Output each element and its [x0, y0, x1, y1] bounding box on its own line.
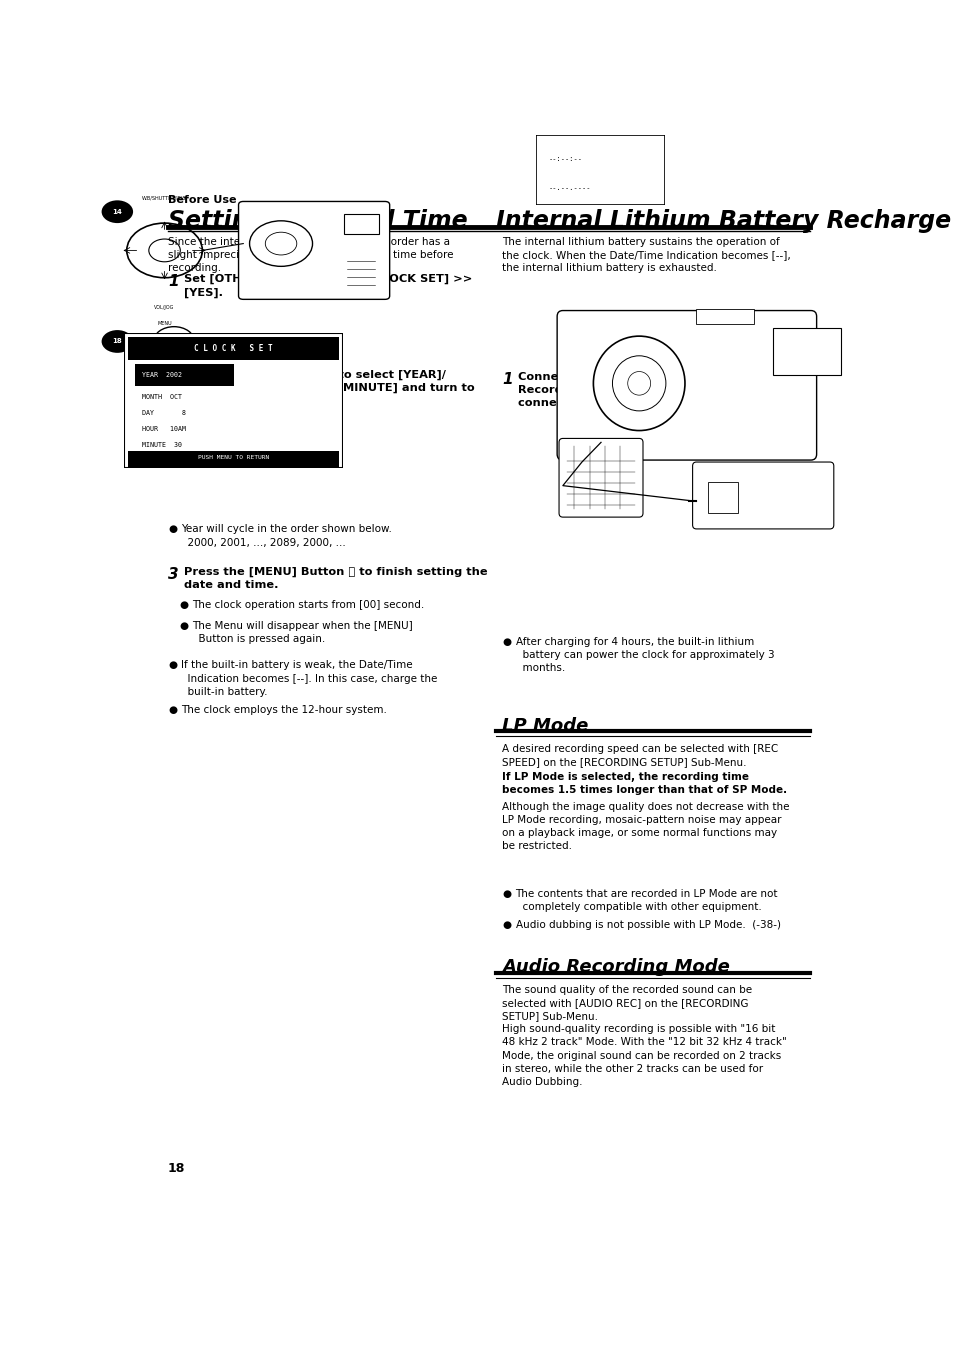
- FancyBboxPatch shape: [557, 310, 816, 460]
- Text: Before Use: Before Use: [168, 196, 236, 205]
- Text: MENU: MENU: [157, 321, 172, 326]
- FancyBboxPatch shape: [692, 461, 833, 529]
- Text: ●: ●: [501, 920, 511, 931]
- Text: VOL/JOG: VOL/JOG: [154, 305, 174, 310]
- Text: ●: ●: [168, 525, 177, 534]
- Text: The contents that are recorded in LP Mode are not
  completely compatible with o: The contents that are recorded in LP Mod…: [515, 889, 778, 912]
- Bar: [129, 337, 338, 360]
- Bar: [135, 364, 233, 386]
- Text: ●: ●: [179, 621, 188, 631]
- Text: If the built-in battery is weak, the Date/Time
  Indication becomes [--]. In thi: If the built-in battery is weak, the Dat…: [181, 661, 437, 697]
- Text: HOUR   10AM: HOUR 10AM: [141, 426, 186, 432]
- Bar: [707, 482, 738, 513]
- Text: PUSH MENU TO RETURN: PUSH MENU TO RETURN: [198, 456, 269, 460]
- Text: YEAR  2002: YEAR 2002: [141, 372, 181, 378]
- FancyBboxPatch shape: [238, 201, 389, 299]
- Text: 18: 18: [168, 1161, 185, 1175]
- Text: The sound quality of the recorded sound can be
selected with [AUDIO REC] on the : The sound quality of the recorded sound …: [501, 985, 786, 1087]
- Text: A desired recording speed can be selected with [REC
SPEED] on the [RECORDING SET: A desired recording speed can be selecte…: [501, 743, 778, 766]
- Text: 14: 14: [112, 209, 122, 214]
- Text: Since the internal clock of the Camera Recorder has a
slight imprecision, make s: Since the internal clock of the Camera R…: [168, 236, 453, 272]
- Text: MINUTE  30: MINUTE 30: [141, 442, 181, 448]
- Text: The internal lithium battery sustains the operation of
the clock. When the Date/: The internal lithium battery sustains th…: [501, 236, 790, 272]
- Text: The clock operation starts from [00] second.: The clock operation starts from [00] sec…: [193, 600, 424, 610]
- Text: Press the [PUSH] Dial ⓔ to select [YEAR]/
[MONTH]/[DAY]/[HOUR]/[MINUTE] and turn: Press the [PUSH] Dial ⓔ to select [YEAR]…: [184, 370, 475, 406]
- Text: ●: ●: [168, 661, 177, 670]
- Text: ●: ●: [168, 706, 177, 715]
- FancyBboxPatch shape: [558, 438, 642, 517]
- Text: After charging for 4 hours, the built-in lithium
  battery can power the clock f: After charging for 4 hours, the built-in…: [515, 637, 773, 673]
- Text: 1: 1: [501, 372, 513, 387]
- Text: Press the [MENU] Button ⓗ to finish setting the
date and time.: Press the [MENU] Button ⓗ to finish sett…: [184, 567, 487, 591]
- Bar: [129, 451, 338, 467]
- Text: MONTH  OCT: MONTH OCT: [141, 394, 181, 399]
- Text: W.B/SHUTTER/IRIS: W.B/SHUTTER/IRIS: [142, 196, 187, 201]
- Text: The Menu will disappear when the [MENU]
  Button is pressed again.: The Menu will disappear when the [MENU] …: [193, 621, 413, 645]
- Text: Year will cycle in the order shown below.
  2000, 2001, ..., 2089, 2000, ...: Year will cycle in the order shown below…: [181, 525, 392, 548]
- Circle shape: [101, 200, 133, 223]
- Bar: [772, 328, 841, 375]
- Text: LP Mode: LP Mode: [501, 716, 588, 735]
- Bar: [696, 309, 753, 324]
- Text: Connect the AC Adaptor to the Camera
Recorder with the power turned off and then: Connect the AC Adaptor to the Camera Rec…: [518, 372, 808, 409]
- Circle shape: [168, 337, 180, 347]
- Text: Although the image quality does not decrease with the
LP Mode recording, mosaic-: Although the image quality does not decr…: [501, 801, 789, 851]
- Text: Set [OTHER FUNCTIONS] >> [CLOCK SET] >>
[YES].: Set [OTHER FUNCTIONS] >> [CLOCK SET] >> …: [184, 274, 472, 298]
- Text: Setting Date and Time: Setting Date and Time: [168, 209, 467, 232]
- Text: 1: 1: [168, 274, 178, 289]
- Text: --:--:--: --:--:--: [549, 156, 582, 162]
- Text: --.--.----: --.--.----: [549, 185, 591, 190]
- Circle shape: [101, 331, 133, 353]
- Text: 2: 2: [168, 370, 178, 384]
- Text: If LP Mode is selected, the recording time
becomes 1.5 times longer than that of: If LP Mode is selected, the recording ti…: [501, 772, 786, 795]
- Text: ●: ●: [501, 637, 511, 646]
- Text: Audio dubbing is not possible with LP Mode.  (-38-): Audio dubbing is not possible with LP Mo…: [515, 920, 780, 931]
- Text: ●: ●: [501, 889, 511, 898]
- Text: ●: ●: [179, 600, 188, 610]
- Text: Internal Lithium Battery Recharge: Internal Lithium Battery Recharge: [496, 209, 950, 232]
- Text: Audio Recording Mode: Audio Recording Mode: [501, 958, 729, 975]
- Text: 3: 3: [168, 567, 178, 581]
- Text: C L O C K   S E T: C L O C K S E T: [194, 344, 273, 352]
- Text: The clock employs the 12-hour system.: The clock employs the 12-hour system.: [181, 706, 387, 715]
- Bar: [344, 214, 378, 235]
- Text: DAY       8: DAY 8: [141, 410, 186, 415]
- Text: 18: 18: [112, 339, 122, 344]
